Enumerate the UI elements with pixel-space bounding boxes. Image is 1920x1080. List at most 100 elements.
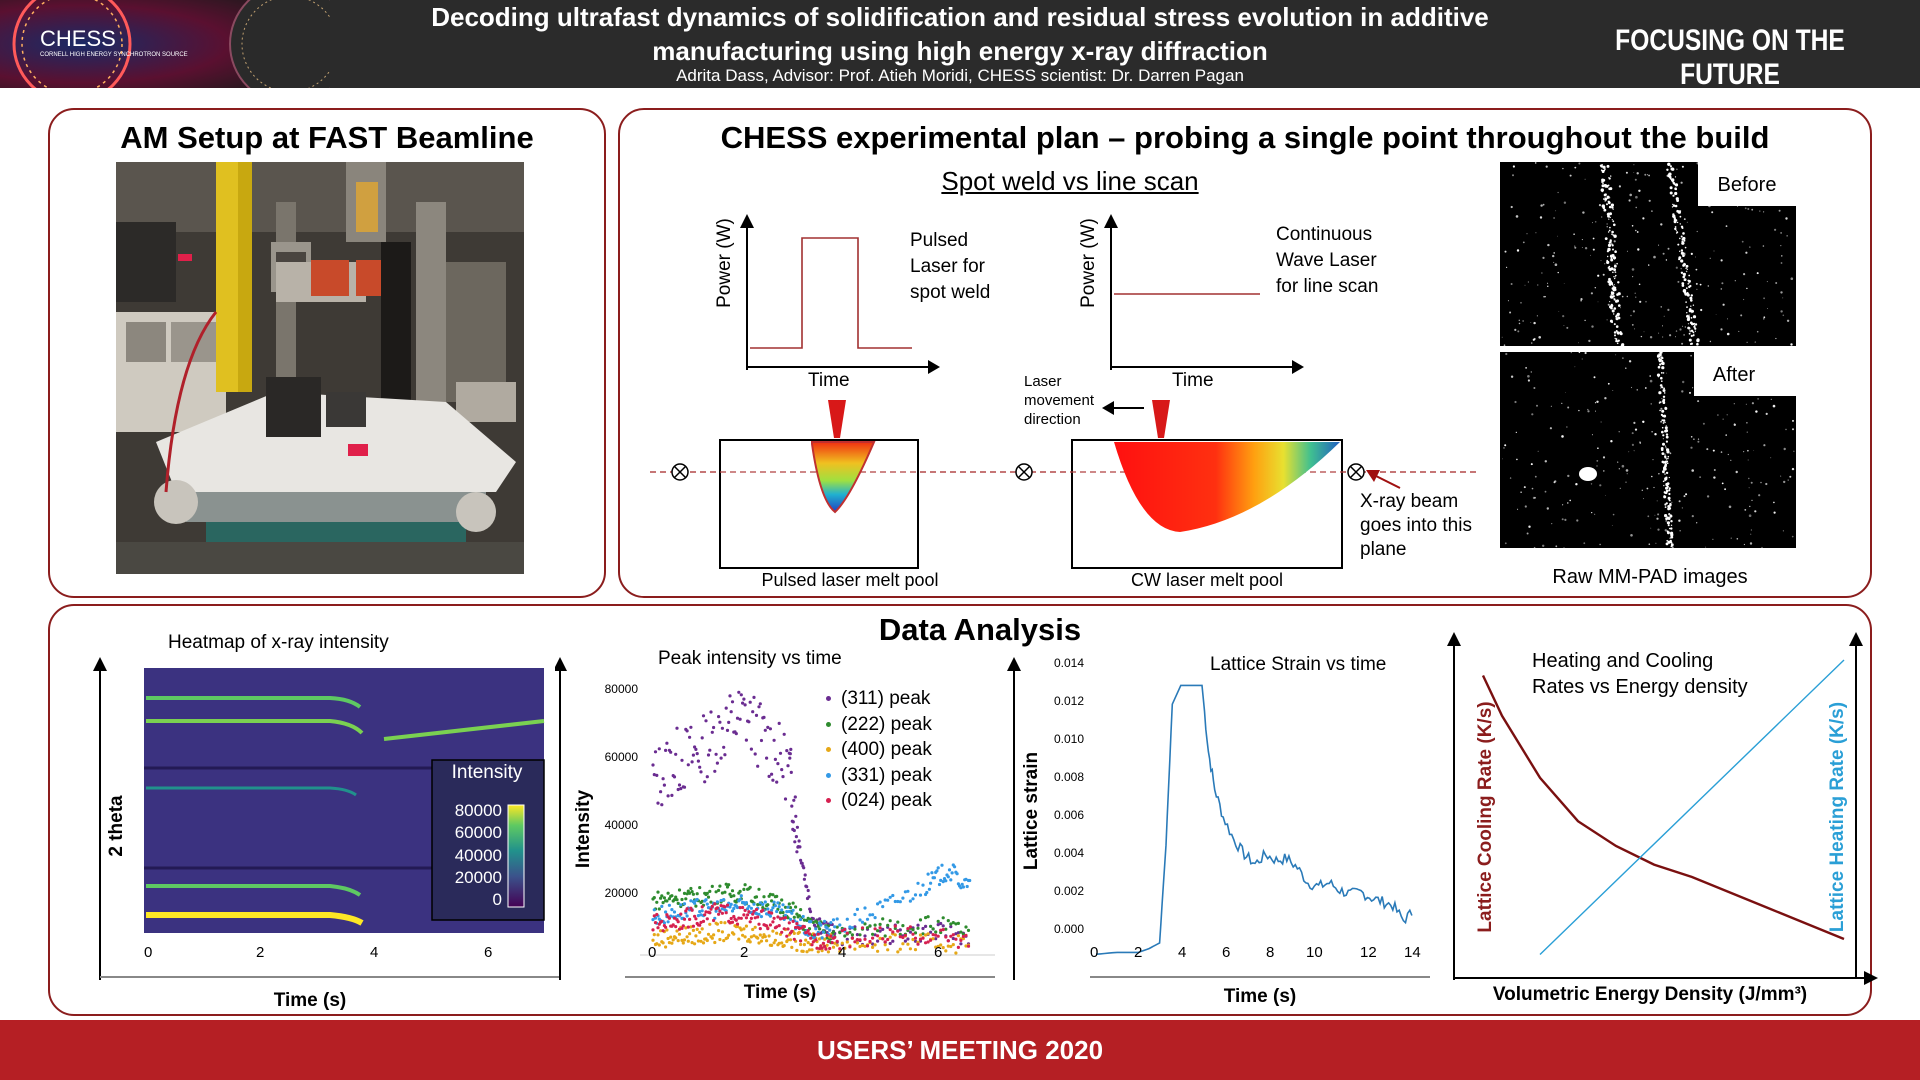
detector-ring-speck — [1685, 267, 1687, 269]
detector-ring-speck — [1696, 338, 1700, 342]
peak-point — [757, 705, 761, 709]
peak-point — [951, 933, 955, 937]
detector-speck — [1793, 450, 1795, 452]
peak-point — [723, 890, 727, 894]
peak-point — [727, 720, 731, 724]
detector-speck — [1584, 178, 1586, 180]
detector-speck — [1787, 479, 1789, 481]
detector-speck — [1660, 223, 1663, 226]
peak-point — [741, 701, 745, 705]
peak-point — [728, 694, 732, 698]
peak-point — [815, 920, 819, 924]
detector-speck — [1600, 421, 1602, 423]
peak-point — [921, 936, 925, 940]
peak-point — [724, 911, 728, 915]
detector-speck — [1744, 509, 1747, 511]
detector-ring-speck — [1610, 257, 1613, 260]
peak-point — [667, 897, 671, 901]
detector-ring-speck — [1666, 448, 1669, 451]
detector-speck — [1696, 288, 1698, 290]
detector-speck — [1766, 281, 1768, 283]
detector-ring-speck — [1665, 440, 1668, 443]
detector-ring-speck — [1615, 339, 1618, 343]
peak-point — [913, 936, 918, 940]
peak-point — [699, 913, 703, 917]
peak-point — [698, 765, 702, 769]
peak-point — [775, 894, 779, 898]
peak-point — [660, 894, 664, 898]
peak-point — [965, 884, 969, 889]
peak-point — [713, 902, 717, 906]
peak-point — [823, 919, 827, 923]
detector-ring-speck — [1607, 214, 1610, 218]
peak-point — [738, 906, 742, 910]
peak-point — [732, 906, 736, 911]
heatmap-legend-title: Intensity — [451, 762, 523, 783]
detector-speck — [1505, 352, 1508, 356]
peak-scatter-chart — [555, 657, 995, 980]
peak-point — [788, 756, 792, 760]
peak-point — [821, 930, 825, 934]
detector-speck — [1791, 535, 1794, 538]
peak-point — [688, 932, 692, 936]
detector-speck — [1557, 271, 1559, 274]
detector-ring-speck — [1670, 520, 1673, 523]
peak-point — [722, 939, 726, 943]
detector-ring-speck — [1615, 325, 1619, 328]
detector-ring-speck — [1662, 438, 1664, 440]
detector-ring-speck — [1662, 419, 1666, 422]
peak-point — [748, 700, 752, 704]
peak-point — [828, 928, 832, 932]
detector-ring-speck — [1661, 426, 1664, 429]
laser-direction-line2: movement — [1024, 392, 1095, 409]
detector-speck — [1502, 458, 1503, 460]
detector-speck — [1557, 191, 1559, 194]
peak-point — [807, 948, 812, 952]
detector-ring-speck — [1658, 391, 1662, 395]
peak-point — [660, 803, 664, 807]
peak-point — [906, 942, 910, 946]
peak-point — [801, 914, 805, 919]
detector-speck — [1683, 218, 1686, 220]
peak-point — [744, 924, 748, 928]
peak-point — [838, 923, 842, 927]
peak-point — [723, 905, 727, 909]
peak-point — [738, 897, 742, 901]
detector-speck — [1760, 481, 1762, 484]
peak-point — [831, 945, 836, 949]
peak-point — [815, 946, 819, 950]
detector-ring-speck — [1667, 457, 1669, 460]
detector-speck — [1684, 326, 1686, 328]
detector-ring-speck — [1681, 282, 1685, 285]
peak-point — [747, 904, 751, 908]
detector-ring-speck — [1600, 165, 1603, 168]
detector-speck — [1783, 447, 1786, 451]
peak-point — [802, 877, 806, 881]
peak-point — [669, 750, 673, 754]
peak-point — [782, 732, 786, 736]
detector-speck — [1630, 534, 1633, 537]
peak-point — [739, 894, 743, 898]
peak-point — [751, 927, 755, 932]
peak-point — [860, 926, 865, 930]
detector-ring-speck — [1674, 226, 1677, 228]
detector-ring-speck — [1661, 366, 1665, 370]
peak-point — [863, 944, 867, 948]
heatmap-chart — [93, 657, 560, 980]
peak-point — [888, 928, 892, 932]
detector-speck — [1653, 486, 1655, 489]
peak-legend: (311) peak (222) peak (400) peak (331) peak… — [826, 686, 932, 814]
detector-ring-speck — [1692, 304, 1695, 306]
detector-speck — [1659, 400, 1660, 402]
peak-point — [681, 924, 685, 928]
peak-point — [761, 908, 765, 912]
peak-point — [714, 890, 718, 894]
detector-speck — [1781, 255, 1783, 257]
peak-point — [672, 898, 677, 902]
peak-point — [718, 720, 722, 724]
detector-speck — [1724, 488, 1726, 491]
detector-speck — [1562, 167, 1564, 170]
peak-point — [694, 904, 698, 908]
detector-speck — [1683, 495, 1686, 498]
detector-ring-speck — [1613, 323, 1616, 326]
